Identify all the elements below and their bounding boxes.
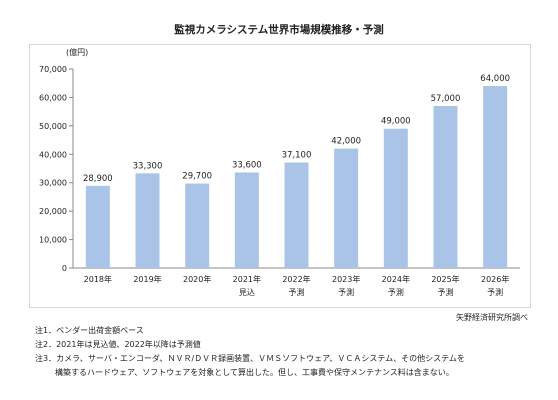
bar-value-label: 42,000 [331, 137, 361, 147]
bar [433, 105, 458, 268]
y-tick-label: 60,000 [39, 93, 67, 102]
note-1: 注1．ベンダー出荷金額ベース [35, 326, 144, 335]
note-3: 注3．カメラ、サーバ・エンコーダ、ＮＶＲ/ＤＶＲ録画装置、ＶＭＳソフトウェア、Ｖ… [35, 354, 465, 363]
bar-value-label: 57,000 [431, 94, 461, 104]
y-tick-label: 50,000 [39, 122, 67, 131]
y-tick-label: 30,000 [39, 179, 67, 188]
x-tick-label: 2023年 [332, 274, 360, 284]
x-tick-sublabel: 予測 [289, 287, 305, 297]
y-tick-label: 20,000 [39, 207, 67, 216]
y-tick-label: 0 [62, 264, 67, 273]
bar [383, 128, 408, 268]
x-tick-label: 2018年 [84, 274, 112, 284]
bar-value-label: 49,000 [381, 117, 411, 127]
bar [85, 185, 110, 268]
bar-value-label: 33,300 [133, 161, 163, 171]
bar-value-label: 64,000 [480, 74, 510, 84]
bar [234, 172, 259, 268]
y-tick-label: 10,000 [39, 236, 67, 245]
x-tick-label: 2026年 [481, 274, 509, 284]
x-tick-label: 2021年 [233, 274, 261, 284]
bar-value-label: 33,600 [232, 160, 262, 170]
bar-value-label: 37,100 [282, 151, 312, 161]
x-tick-label: 2020年 [183, 274, 211, 284]
chart-title: 監視カメラシステム世界市場規模推移・予測 [174, 24, 384, 36]
note-2: 注2．2021年は見込値、2022年以降は予測値 [35, 340, 201, 349]
x-tick-sublabel: 予測 [438, 287, 454, 297]
x-tick-label: 2022年 [282, 274, 310, 284]
x-tick-sublabel: 見込 [239, 288, 255, 297]
x-tick-sublabel: 予測 [388, 287, 404, 297]
bar [483, 86, 508, 268]
y-tick-label: 70,000 [39, 65, 67, 74]
y-tick-label: 40,000 [39, 150, 67, 159]
bar [284, 162, 309, 268]
bar-value-label: 29,700 [182, 172, 212, 182]
y-axis-unit-label: (億円) [66, 47, 88, 57]
bar [334, 148, 359, 268]
x-tick-sublabel: 予測 [487, 287, 503, 297]
x-tick-label: 2024年 [382, 274, 410, 284]
bar [135, 173, 160, 268]
source-label: 矢野経済研究所調べ [456, 313, 528, 322]
notes: 注1．ベンダー出荷金額ベース 注2．2021年は見込値、2022年以降は予測値 … [35, 324, 465, 380]
x-tick-label: 2019年 [133, 274, 161, 284]
note-3-continued: 構築するハードウェア、ソフトウェアを対象として算出した。但し、工事費や保守メンテ… [55, 368, 454, 377]
bar [185, 183, 210, 268]
chart-frame [29, 44, 531, 308]
bar-value-label: 28,900 [83, 174, 113, 184]
x-tick-sublabel: 予測 [338, 287, 354, 297]
x-tick-label: 2025年 [431, 274, 459, 284]
